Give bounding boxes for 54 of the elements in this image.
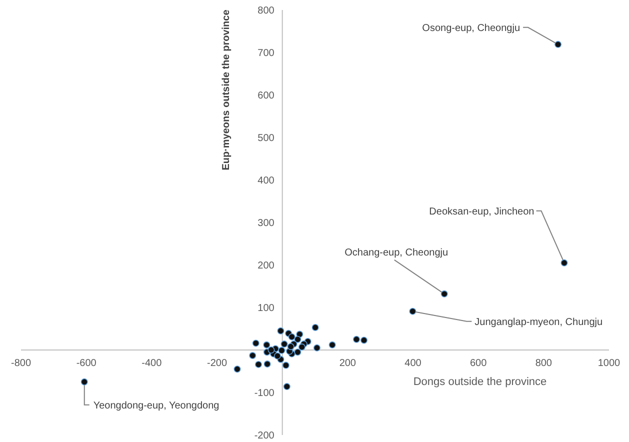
point bbox=[264, 360, 271, 368]
point bbox=[294, 348, 302, 356]
point bbox=[283, 383, 290, 390]
x-tick-label: 200 bbox=[339, 358, 356, 369]
y-tick-label: 200 bbox=[258, 260, 275, 272]
y-tick-label: 600 bbox=[258, 90, 275, 102]
y-tick-label: -100 bbox=[254, 388, 275, 399]
point bbox=[352, 336, 360, 343]
x-tick-label: -600 bbox=[76, 358, 97, 369]
y-tick-label: 500 bbox=[258, 133, 275, 144]
point bbox=[254, 360, 262, 368]
y-tick-label: 100 bbox=[258, 303, 275, 314]
point bbox=[312, 324, 319, 331]
point bbox=[328, 341, 336, 348]
point bbox=[268, 346, 275, 354]
point bbox=[252, 340, 260, 347]
point bbox=[554, 40, 562, 48]
point bbox=[249, 352, 256, 360]
x-tick-label: -400 bbox=[142, 358, 162, 369]
annotation: Deoksan-eup, Jincheon bbox=[429, 206, 534, 218]
point bbox=[294, 336, 302, 343]
annotation: Osong-eup, Cheongju bbox=[422, 22, 520, 34]
point bbox=[234, 366, 241, 373]
point bbox=[274, 352, 281, 360]
x-tick-label: 800 bbox=[535, 358, 552, 369]
x-axis-title: Dongs outside the province bbox=[413, 376, 547, 388]
annotation: Yeongdong-eup, Yeongdong bbox=[93, 400, 220, 412]
point bbox=[277, 327, 284, 334]
y-tick-label: -200 bbox=[254, 430, 275, 442]
point bbox=[560, 259, 568, 266]
x-tick-label: -800 bbox=[10, 358, 32, 369]
annotation: Ochang-eup, Cheongju bbox=[344, 247, 448, 258]
y-tick-label: 400 bbox=[258, 176, 275, 186]
point bbox=[360, 336, 368, 344]
point bbox=[313, 344, 320, 352]
point bbox=[282, 362, 290, 369]
y-axis-title: Eup·myeons outside the province bbox=[221, 9, 232, 170]
point bbox=[409, 308, 416, 315]
point bbox=[280, 340, 288, 348]
point bbox=[80, 378, 88, 386]
x-tick-label: 600 bbox=[470, 358, 488, 369]
point bbox=[287, 343, 294, 350]
point bbox=[298, 344, 306, 351]
point bbox=[278, 346, 286, 354]
x-tick-label: 1000 bbox=[598, 358, 621, 369]
point bbox=[263, 341, 270, 348]
annotation: Junganglap-myeon, Chungju bbox=[474, 316, 603, 328]
y-tick-label: 300 bbox=[258, 218, 275, 229]
x-tick-label: -200 bbox=[206, 358, 228, 369]
point bbox=[288, 333, 296, 340]
x-tick-label: 400 bbox=[404, 358, 422, 369]
point bbox=[440, 290, 448, 298]
y-tick-label: 800 bbox=[258, 6, 275, 16]
y-tick-label: 700 bbox=[258, 48, 275, 59]
